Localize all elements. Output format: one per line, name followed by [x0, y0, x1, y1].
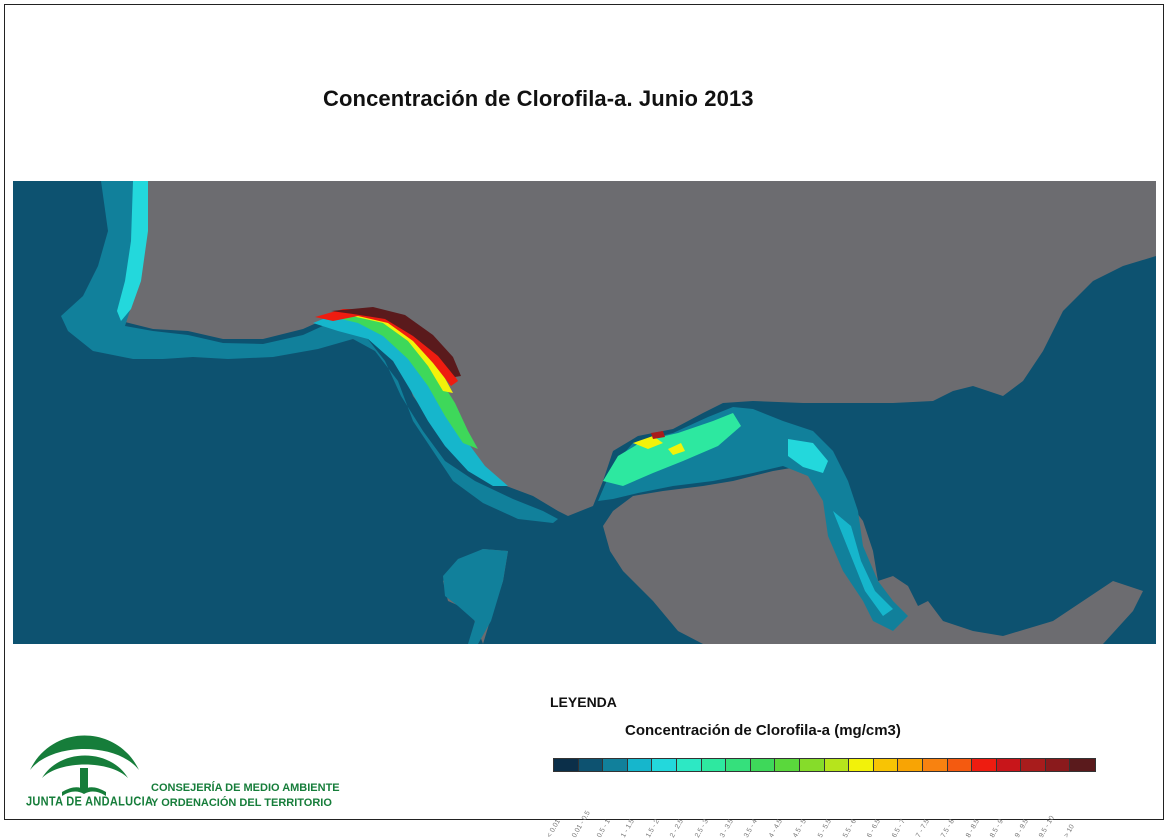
- legend-swatch: [972, 759, 997, 771]
- malaga-red-spot: [651, 431, 665, 439]
- legend-swatch: [1021, 759, 1046, 771]
- legend-swatch: [922, 759, 948, 771]
- legend-color-bar: [553, 758, 1097, 772]
- logo-base-right: [84, 787, 106, 796]
- legend-label: 8 - 8.5: [964, 818, 981, 839]
- cadiz-shelf-cyan: [313, 309, 508, 486]
- legend-swatch: [1045, 759, 1071, 771]
- legend-label: 1 - 1.5: [620, 818, 637, 839]
- chlorophyll-map: [13, 181, 1156, 644]
- portugal-coastal-strip: [117, 181, 148, 321]
- almeria-cyan-eddy: [788, 439, 828, 473]
- alboran-yellow-spots: [633, 436, 685, 455]
- legend-label: 6 - 6.5: [866, 818, 883, 839]
- atlantic-coastal-band: [61, 181, 558, 523]
- legend-swatch: [652, 759, 677, 771]
- legend-label: 7 - 7.5: [915, 818, 932, 839]
- map-canvas: [13, 181, 1156, 644]
- legend-label: 0.5 - 1: [595, 818, 612, 839]
- legend-swatch: [799, 759, 825, 771]
- moroccan-coastal-band: [443, 549, 508, 644]
- legend-swatch: [947, 759, 973, 771]
- department-name: CONSEJERÍA DE MEDIO AMBIENTE Y ORDENACIÓ…: [151, 781, 340, 811]
- legend-label: > 10: [1062, 823, 1076, 839]
- junta-andalucia-logo: [30, 735, 139, 796]
- legend-label: 6.5 - 7: [890, 818, 907, 839]
- logo-inner-arc: [42, 755, 128, 778]
- legend-label: 2 - 2.5: [669, 818, 686, 839]
- legend-swatch: [603, 759, 628, 771]
- legend-label: 2.5 - 3: [693, 818, 710, 839]
- atlantic-ocean: [13, 181, 1156, 644]
- legend-swatch: [898, 759, 923, 771]
- legend-label: 4.5 - 5: [792, 818, 809, 839]
- legend-swatch: [676, 759, 702, 771]
- legend-label: 3 - 3.5: [718, 818, 735, 839]
- algeria-coast-cyan: [833, 511, 893, 616]
- logo-name: JUNTA DE ANDALUCIA: [26, 795, 154, 809]
- legend-label: 5.5 - 6: [841, 818, 858, 839]
- legend-label: 3.5 - 4: [743, 818, 760, 839]
- legend-subtitle: Concentración de Clorofila-a (mg/cm3): [625, 722, 901, 739]
- guadalquivir-max: [331, 307, 461, 377]
- department-line1: CONSEJERÍA DE MEDIO AMBIENTE: [151, 782, 340, 794]
- legend-label: 8.5 - 9: [989, 818, 1006, 839]
- legend-swatch: [873, 759, 899, 771]
- legend-swatch: [750, 759, 776, 771]
- legend-swatch: [726, 759, 751, 771]
- legend-swatch: [996, 759, 1022, 771]
- legend-swatch: [554, 759, 579, 771]
- legend-swatch: [578, 759, 604, 771]
- map-frame: [4, 4, 1164, 820]
- legend-swatch: [701, 759, 727, 771]
- legend-label: < 0.01: [546, 818, 563, 839]
- legend-label: 9 - 9.5: [1013, 818, 1030, 839]
- legend-label: 1.5 - 2: [644, 818, 661, 839]
- department-line2: Y ORDENACIÓN DEL TERRITORIO: [151, 797, 332, 809]
- legend-swatch: [849, 759, 874, 771]
- map-title: Concentración de Clorofila-a. Junio 2013: [323, 86, 754, 111]
- legend-label: 5 - 5.5: [816, 818, 833, 839]
- legend-swatch: [775, 759, 800, 771]
- legend-swatch: [824, 759, 850, 771]
- logo-base-left: [62, 787, 84, 796]
- logo-outer-arc: [30, 735, 139, 770]
- legend-label: 7.5 - 8: [939, 818, 956, 839]
- logo-column: [80, 768, 88, 790]
- legend-label: 4 - 4.5: [767, 818, 784, 839]
- legend-swatch: [627, 759, 653, 771]
- legend-swatch: [1070, 759, 1096, 771]
- legend-heading: LEYENDA: [550, 694, 617, 710]
